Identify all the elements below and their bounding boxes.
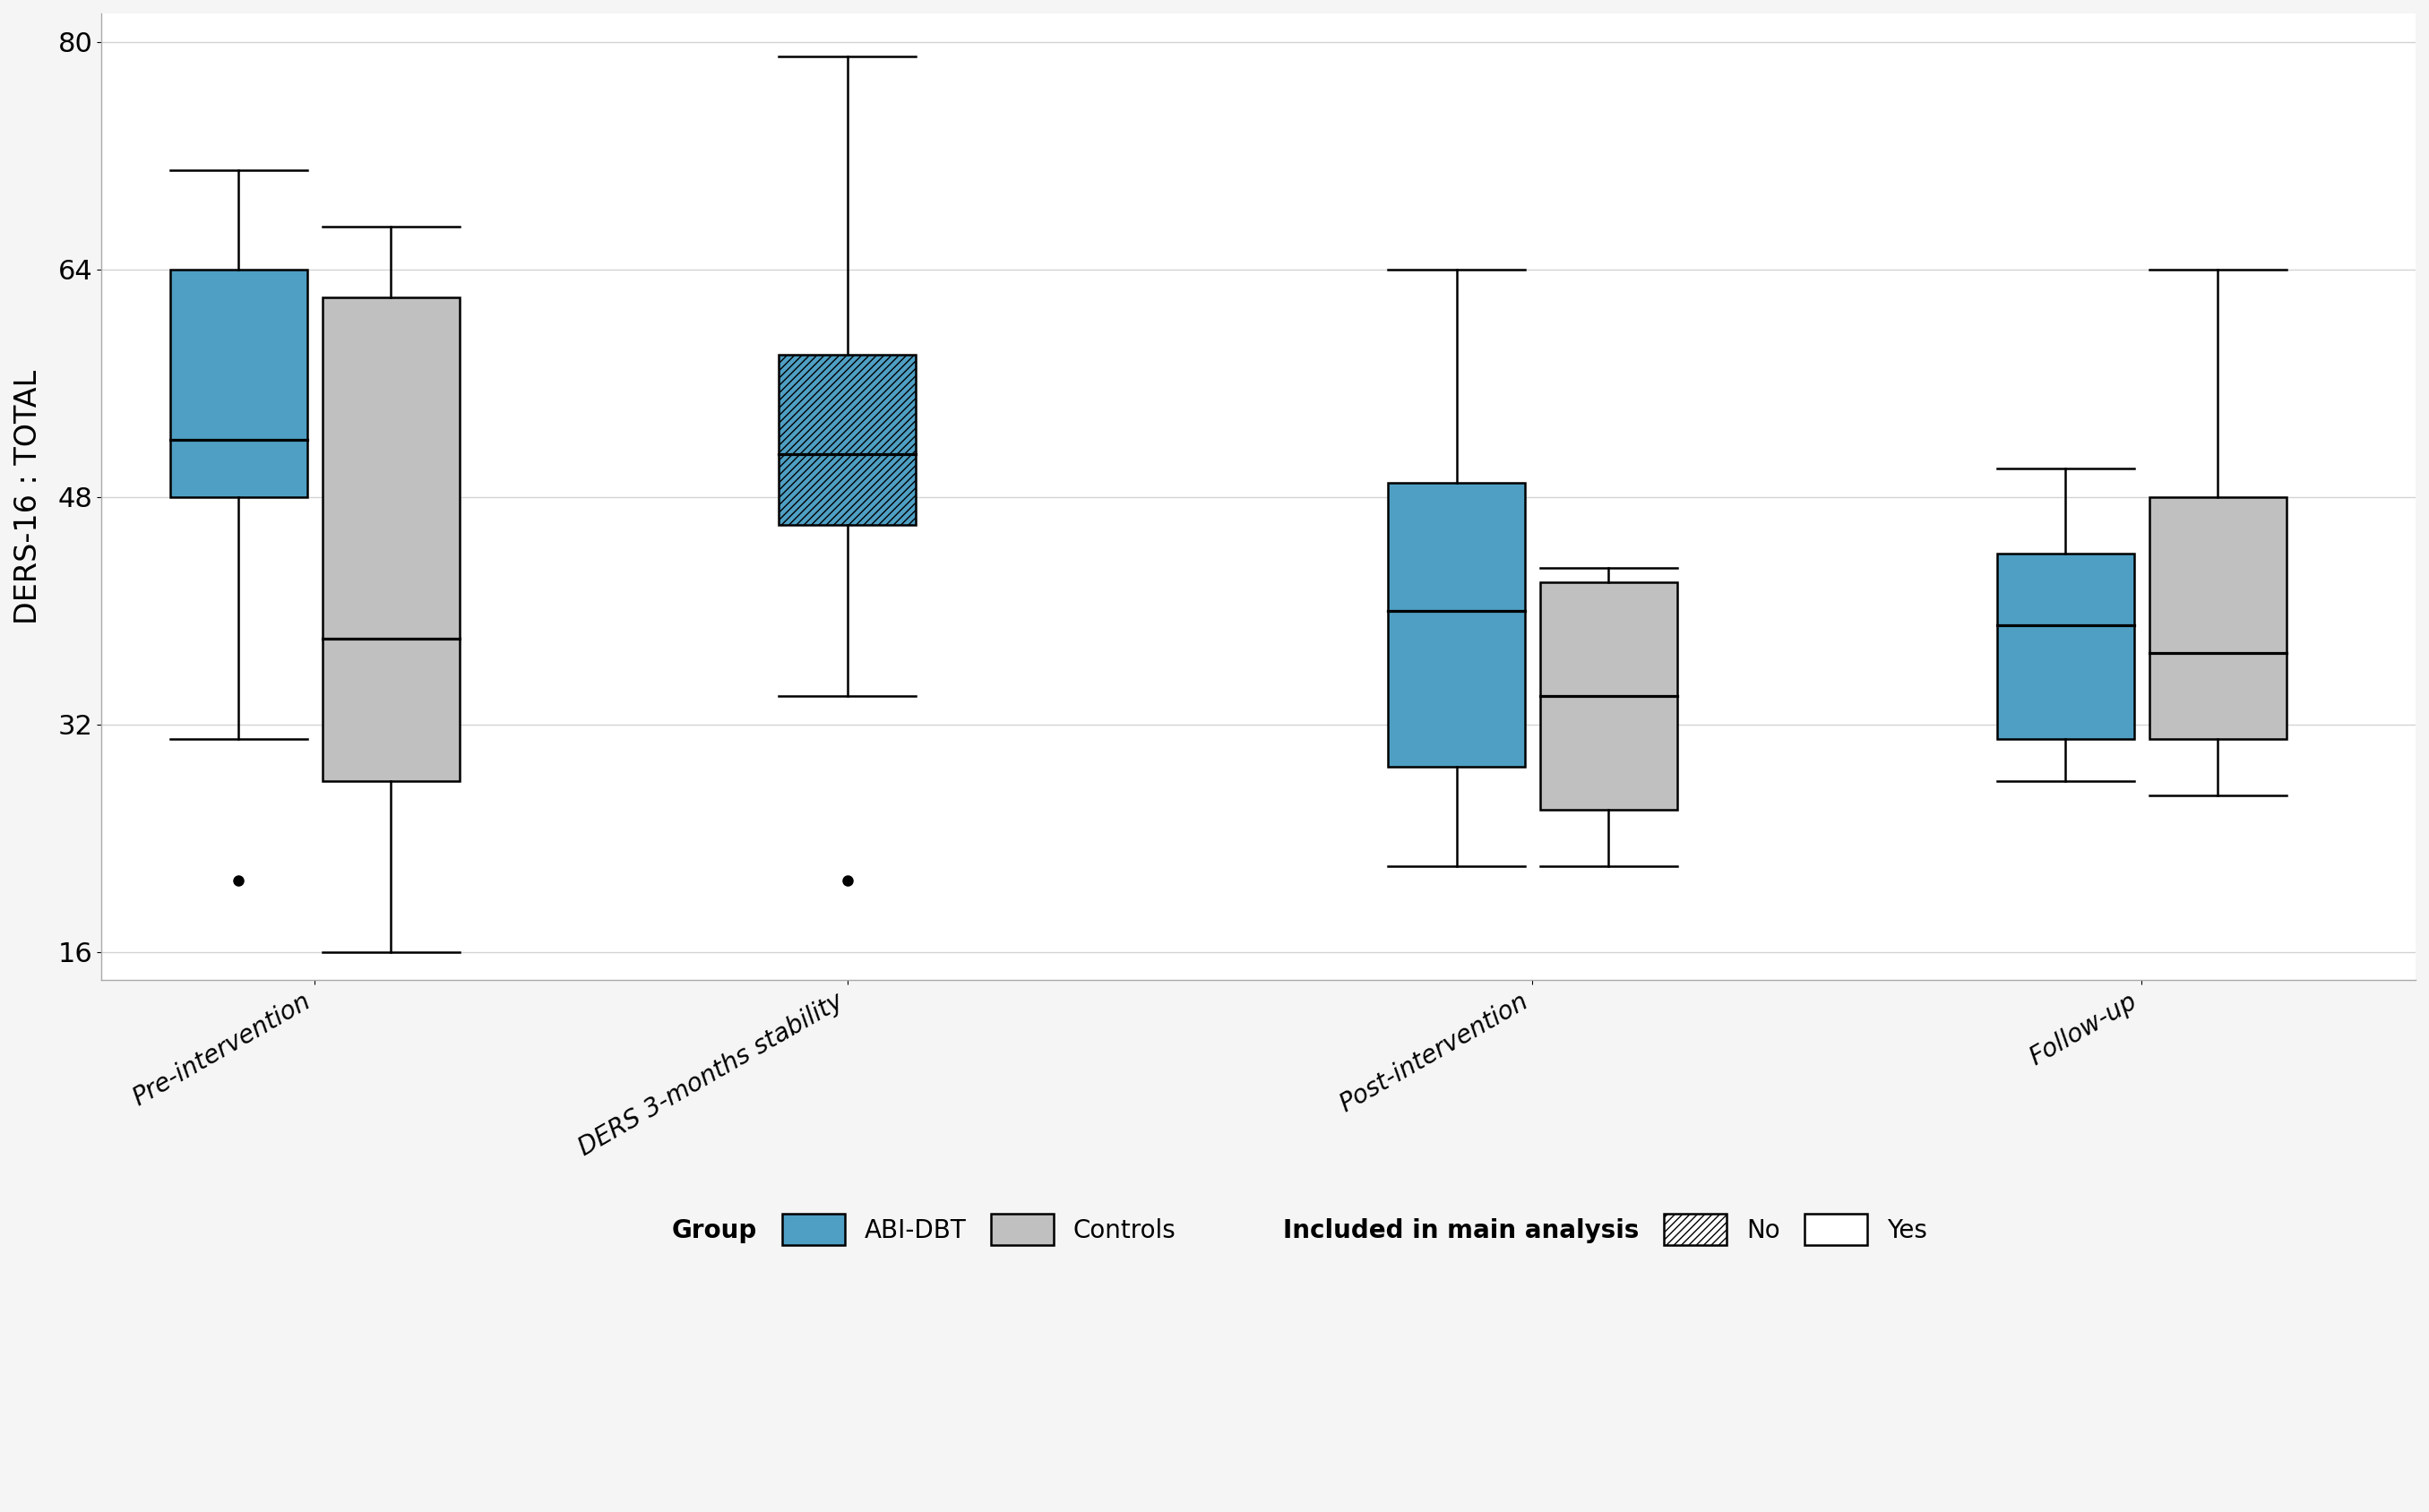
Bar [170, 269, 306, 497]
Bar [1387, 482, 1525, 767]
Bar [1997, 553, 2135, 738]
Bar [780, 355, 916, 525]
Bar [323, 298, 459, 782]
Legend: Group, ABI-DBT, Controls, Included in main analysis, No, Yes: Group, ABI-DBT, Controls, Included in ma… [578, 1201, 1941, 1258]
Bar [1540, 582, 1676, 809]
Y-axis label: DERS-16 : TOTAL: DERS-16 : TOTAL [15, 369, 44, 624]
Bar [2150, 497, 2286, 738]
